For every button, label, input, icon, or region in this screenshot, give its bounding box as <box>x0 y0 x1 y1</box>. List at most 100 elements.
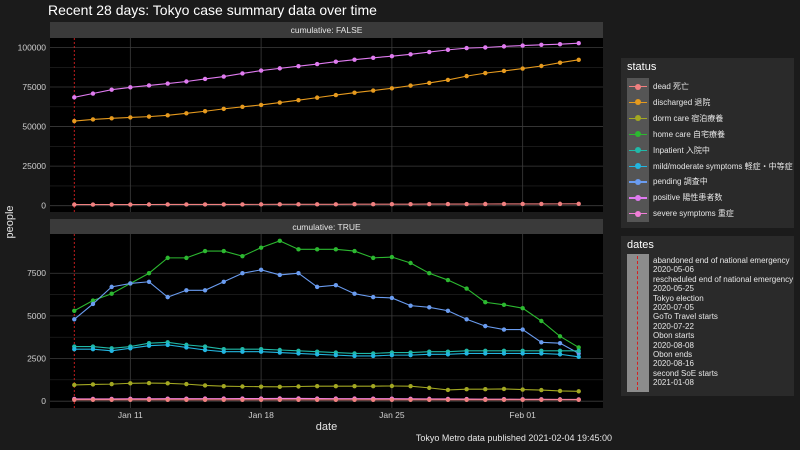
data-point <box>184 111 189 116</box>
data-point <box>90 397 96 403</box>
data-point <box>314 95 320 100</box>
data-point <box>464 286 469 291</box>
data-point <box>128 85 133 90</box>
data-point <box>277 384 282 390</box>
legend-key <box>627 93 649 111</box>
data-point <box>72 202 77 207</box>
legend-label: home care 自宅療養 <box>653 129 726 139</box>
data-point <box>408 201 413 207</box>
data-point <box>109 381 114 387</box>
legend-label: dorm care 宿泊療養 <box>653 113 724 123</box>
data-point <box>576 345 581 350</box>
legend-key <box>627 78 649 95</box>
data-point <box>576 41 581 46</box>
data-point <box>221 248 226 254</box>
data-point <box>146 114 152 119</box>
legend-key <box>627 189 649 207</box>
data-point <box>258 102 264 108</box>
data-point <box>314 352 320 357</box>
data-point <box>72 95 77 100</box>
data-point <box>389 397 395 403</box>
data-point <box>445 201 451 207</box>
data-point <box>184 288 189 293</box>
data-point <box>146 279 152 284</box>
data-point <box>184 202 189 207</box>
data-point <box>557 352 563 357</box>
series-line <box>74 42 579 98</box>
data-point <box>90 202 96 207</box>
dates-legend-line: Tokyo election <box>653 293 704 303</box>
data-point <box>427 352 432 357</box>
data-point <box>389 53 395 59</box>
legend-label: discharged 退院 <box>653 97 711 107</box>
data-point <box>576 397 581 403</box>
facet-strip-label: cumulative: FALSE <box>291 25 363 35</box>
data-point <box>408 303 413 308</box>
data-point <box>221 106 226 112</box>
data-point <box>464 73 469 79</box>
data-point <box>389 383 395 389</box>
dates-legend-key <box>627 254 649 392</box>
data-point <box>296 63 301 69</box>
data-point <box>539 387 544 393</box>
data-point <box>202 76 208 82</box>
x-tick-label: Jan 25 <box>379 410 405 420</box>
legend-item: discharged 退院 <box>627 93 711 111</box>
data-point <box>408 383 413 389</box>
series-line <box>74 341 579 354</box>
data-point <box>202 248 208 254</box>
data-point <box>314 383 320 389</box>
data-point <box>90 382 96 387</box>
legend-label: pending 調査中 <box>653 177 708 187</box>
dates-legend-line: GoTo Travel starts <box>653 312 718 322</box>
dates-legend-line: 2020-08-08 <box>653 340 694 350</box>
dates-legend-line: 2020-08-16 <box>653 359 694 369</box>
data-point <box>109 284 114 290</box>
legend-item: pending 調査中 <box>627 173 708 191</box>
data-point <box>240 349 245 354</box>
data-point <box>221 383 226 389</box>
data-point <box>165 397 170 403</box>
data-point <box>445 308 451 313</box>
data-point <box>72 382 77 388</box>
data-point <box>146 271 152 276</box>
data-point <box>165 294 170 300</box>
data-point <box>557 397 563 403</box>
data-point <box>72 118 77 124</box>
data-point <box>202 288 208 293</box>
data-point <box>202 383 208 388</box>
data-point <box>165 255 170 261</box>
data-point <box>352 397 357 403</box>
data-point <box>389 295 395 301</box>
data-point <box>389 86 395 91</box>
data-point <box>427 201 432 207</box>
data-point <box>202 109 208 114</box>
data-point <box>483 70 488 76</box>
data-point <box>277 397 282 403</box>
legend-label: mild/moderate symptoms 軽症・中等症 <box>653 161 793 171</box>
data-point <box>277 272 282 278</box>
data-point <box>389 352 395 358</box>
data-point <box>165 202 170 207</box>
data-point <box>483 300 488 305</box>
x-tick-label: Jan 11 <box>118 410 143 420</box>
legend-key <box>627 125 649 143</box>
dates-legend-line: 2020-07-22 <box>653 321 694 331</box>
data-point <box>146 83 152 88</box>
data-point <box>184 397 189 403</box>
data-point <box>128 115 133 120</box>
legend-key <box>627 141 649 159</box>
data-point <box>557 201 563 207</box>
data-point <box>184 381 189 387</box>
data-point <box>202 344 208 349</box>
data-point <box>352 383 357 389</box>
panel-background <box>50 234 603 408</box>
data-point <box>240 202 245 207</box>
dates-legend-line: Obon starts <box>653 331 695 341</box>
data-point <box>557 388 563 394</box>
data-point <box>520 387 525 392</box>
data-point <box>333 397 339 403</box>
legend-item: mild/moderate symptoms 軽症・中等症 <box>627 157 793 175</box>
status-legend: status dead 死亡 discharged 退院 dorm care 宿泊療… <box>621 58 794 228</box>
series-line <box>74 59 579 122</box>
